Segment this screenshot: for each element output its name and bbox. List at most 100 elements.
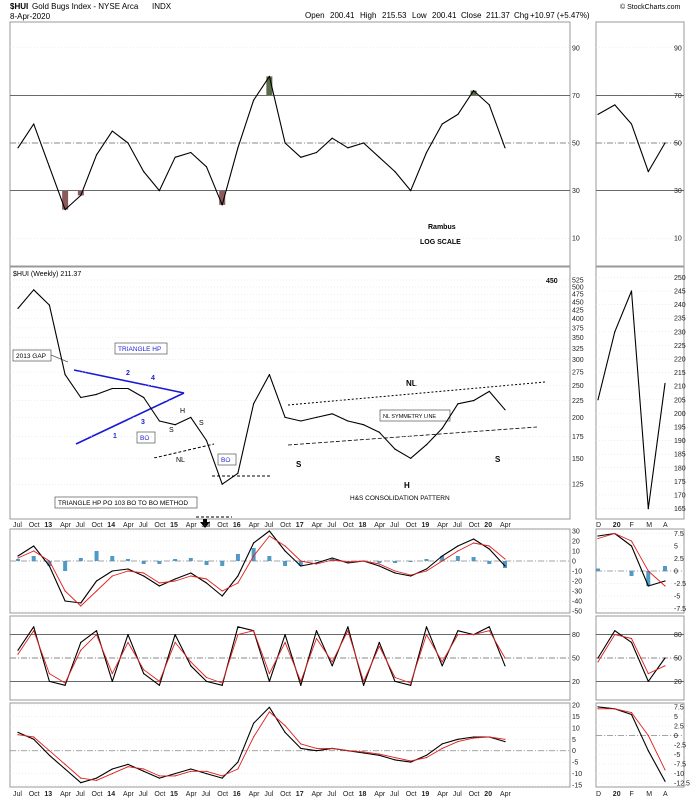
price-x-tick: 19 xyxy=(422,522,430,529)
osc-x-tick: Jul xyxy=(453,791,462,798)
macd-hist-bar xyxy=(455,556,460,561)
macd-hist-bar xyxy=(110,556,115,561)
macd-y-tick: -10 xyxy=(572,569,582,576)
price-point xyxy=(425,444,428,446)
side-rsi-point xyxy=(630,123,633,125)
osc-x-tick: Jul xyxy=(13,791,22,798)
osc-point xyxy=(268,706,270,708)
side-stoch-y-tick: 20 xyxy=(674,679,682,686)
stoch-point xyxy=(268,680,270,683)
osc-y-tick: -10 xyxy=(572,771,582,778)
macd-point xyxy=(48,560,51,562)
price-point xyxy=(331,413,333,415)
side-price-y-tick: 185 xyxy=(674,452,686,459)
osc-x-tick: 16 xyxy=(233,791,241,798)
macd-y-tick: 10 xyxy=(572,549,580,556)
stoch-point xyxy=(425,634,428,636)
stoch-point xyxy=(457,630,459,632)
side-macd-point xyxy=(647,570,649,572)
osc-x-tick: Apr xyxy=(249,791,261,798)
macd-hist-bar xyxy=(298,561,303,566)
rsi-point xyxy=(174,156,176,158)
stoch-point xyxy=(394,676,396,679)
price-point xyxy=(80,396,82,399)
price-x-tick: 17 xyxy=(296,522,304,529)
price-y-tick: 350 xyxy=(572,335,584,342)
side-osc-y-tick: -12.5 xyxy=(674,781,690,788)
rsi-point xyxy=(473,90,475,92)
stoch-point xyxy=(410,682,412,684)
stoch-point xyxy=(441,665,443,667)
price-point xyxy=(48,304,51,306)
rsi-point xyxy=(158,190,160,192)
osc-x-tick: 19 xyxy=(422,791,430,798)
macd-point xyxy=(221,595,223,597)
macd-point xyxy=(253,542,255,544)
stoch-point xyxy=(315,630,318,632)
side-osc-y-tick: -5 xyxy=(674,752,680,759)
stoch-point xyxy=(174,634,176,636)
price-y-tick: 450 xyxy=(572,299,584,306)
macd-point xyxy=(504,558,506,560)
side-macd-y-tick: -5 xyxy=(674,594,680,601)
rsi-fills xyxy=(16,76,667,586)
osc-x-tick: Jul xyxy=(390,791,399,798)
stoch-series-1 xyxy=(17,630,506,684)
osc-x-tick: Jul xyxy=(76,791,85,798)
osc-x-tick: Apr xyxy=(312,791,324,798)
rsi-point xyxy=(488,104,490,106)
price-x-tick: Apr xyxy=(437,522,449,529)
stoch-point xyxy=(80,641,82,644)
stoch-point xyxy=(268,673,270,675)
osc-point xyxy=(158,775,160,777)
osc-point xyxy=(410,760,412,762)
osc-x-tick: Apr xyxy=(500,791,512,798)
macd-point xyxy=(64,600,66,602)
macd-point xyxy=(331,559,333,561)
osc-x-tick: Apr xyxy=(374,791,386,798)
stoch-point xyxy=(143,669,145,671)
price-point xyxy=(488,390,490,392)
macd-point xyxy=(473,538,475,540)
osc-point xyxy=(394,757,396,759)
rsi-oversold-fill xyxy=(77,190,84,196)
osc-x-tick: Jul xyxy=(327,791,336,798)
osc-x-tick: 20 xyxy=(484,791,492,798)
osc-panel-frame xyxy=(9,702,571,788)
side-price-y-tick: 225 xyxy=(674,343,686,350)
stoch-point xyxy=(143,673,145,675)
side-macd-y-tick: 0 xyxy=(674,569,678,576)
osc-point xyxy=(190,768,192,770)
side-stoch-point xyxy=(614,630,616,632)
bo2-label: BO xyxy=(221,457,230,464)
rsi-point xyxy=(33,123,35,125)
price-point xyxy=(158,420,160,422)
macd-point xyxy=(205,578,208,580)
osc-point xyxy=(268,711,270,713)
side-price-point xyxy=(647,508,649,510)
side-osc-y-tick: 7.5 xyxy=(674,704,684,711)
stoch-point xyxy=(190,661,192,663)
macd-point xyxy=(237,582,239,584)
side-osc-series-0 xyxy=(597,706,666,782)
side-price-y-tick: 240 xyxy=(674,302,686,309)
side-macd-y-tick: 7.5 xyxy=(674,531,684,538)
bo2-box xyxy=(217,453,237,466)
rsi-point xyxy=(48,166,51,168)
osc-point xyxy=(457,741,459,743)
osc-point xyxy=(127,763,129,766)
price-x-tick: 15 xyxy=(170,522,178,529)
price-point xyxy=(284,416,286,418)
side-macd-y-tick: -2.5 xyxy=(674,581,686,588)
price-panel-frame xyxy=(9,266,571,520)
osc-x-tick: Oct xyxy=(343,791,354,798)
osc-point xyxy=(205,773,208,775)
price-x-tick: 14 xyxy=(107,522,115,529)
rsi-point xyxy=(17,147,19,149)
price-y-tick: 525 xyxy=(572,278,584,285)
price-y-tick: 300 xyxy=(572,357,584,364)
osc-x-tick: Oct xyxy=(469,791,480,798)
chg-value: +10.97 (+5.47%) xyxy=(530,11,590,20)
price-point xyxy=(143,396,145,399)
rsi-point xyxy=(425,151,428,154)
